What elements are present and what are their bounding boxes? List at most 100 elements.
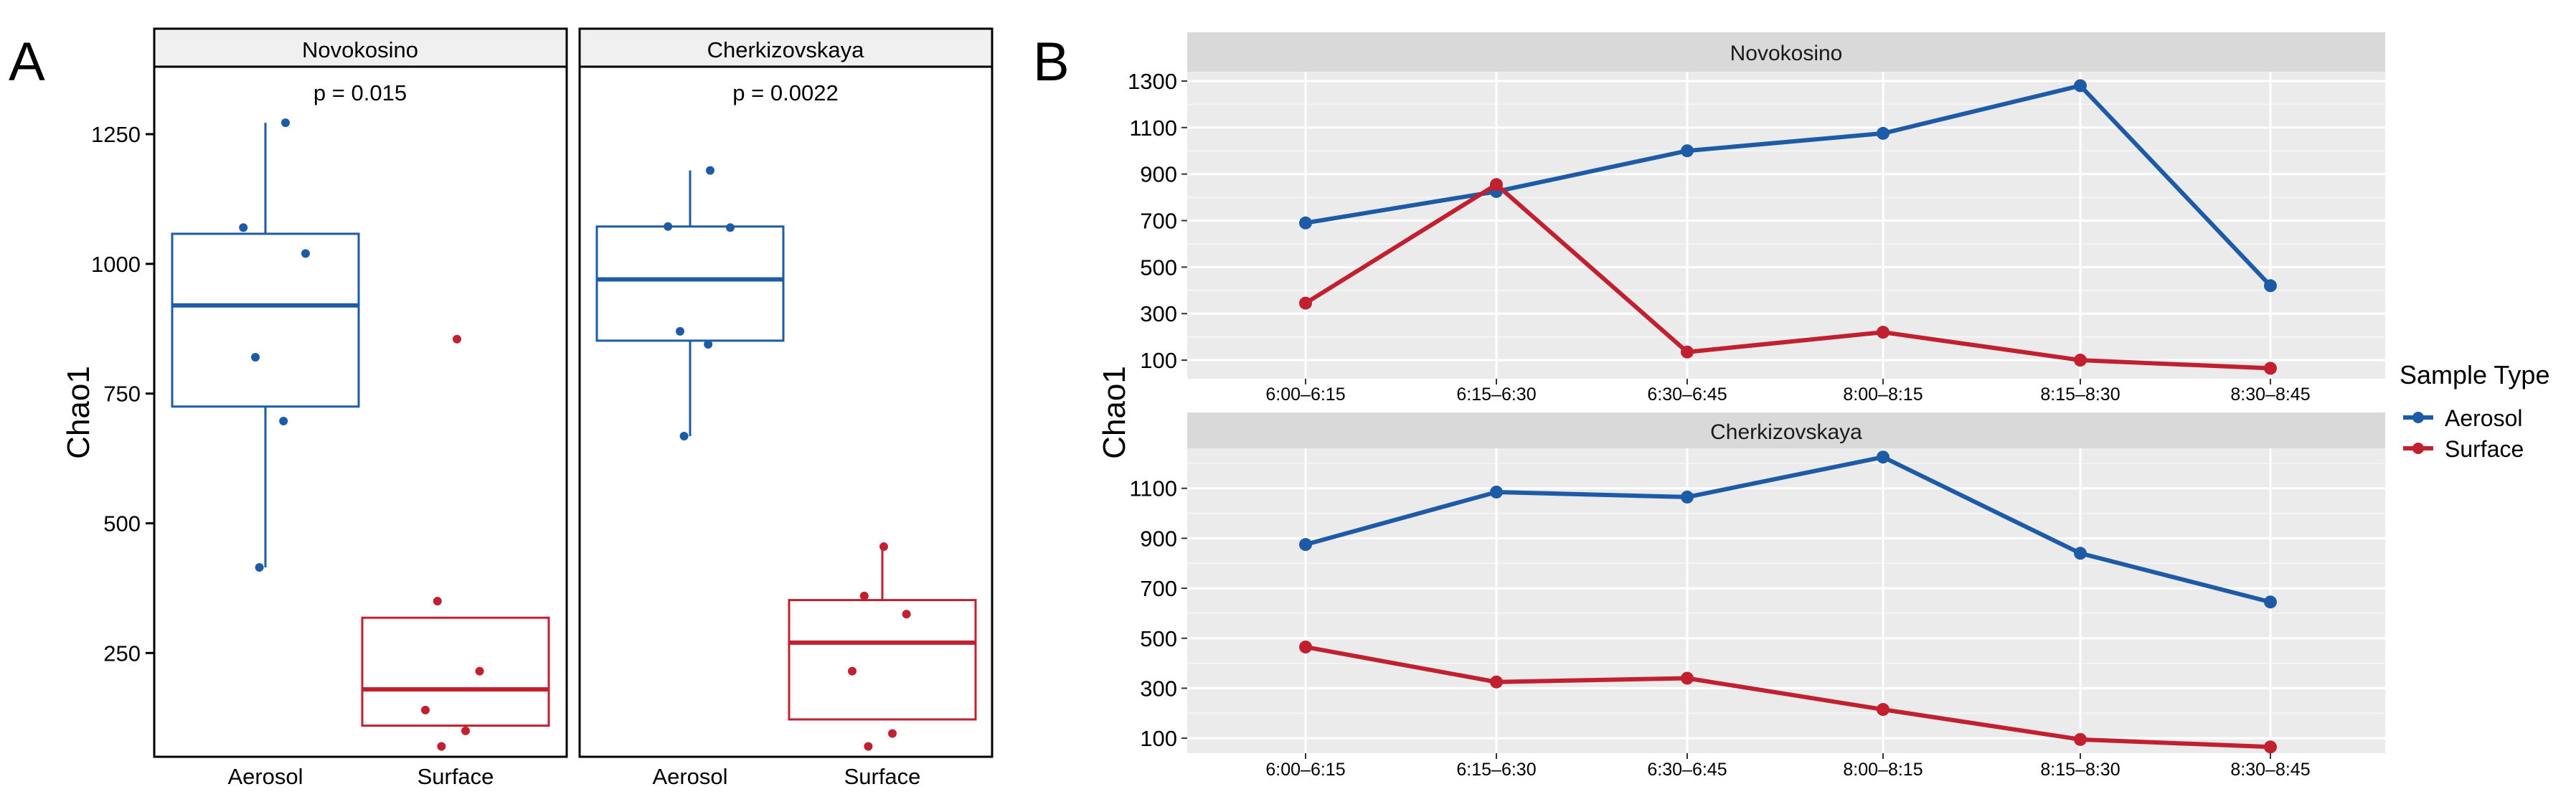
y-tick-label: 900 [1140,526,1177,551]
data-point [255,562,264,572]
y-tick-label: 700 [1140,209,1177,234]
facet-strip-label-cherkizovskaya: Cherkizovskaya [707,37,865,62]
data-point [676,326,684,336]
data-point [1299,296,1312,310]
legend-label-aerosol: Aerosol [2445,405,2523,431]
y-tick-label: 1250 [91,122,141,147]
x-tick-label: 8:30–8:45 [2230,760,2310,780]
series-line [1305,644,2271,750]
y-tick-label: 100 [1140,348,1177,373]
x-tick-label-aerosol: Aerosol [227,764,303,789]
data-point [1877,450,1889,464]
x-tick-label: 8:30–8:45 [2230,384,2310,405]
facet-strip-label-novokosino: Novokosino [1730,42,1843,65]
data-point [1299,538,1312,552]
y-tick-label: 1300 [1128,69,1177,94]
y-tick-label: 300 [1140,301,1177,326]
y-tick-label: 300 [1140,676,1177,701]
x-tick-label-aerosol: Aerosol [652,764,727,789]
data-point [437,742,446,751]
data-point [2074,732,2087,746]
data-point [879,542,888,552]
data-point [859,591,869,600]
panel-a-boxplot: A Chao1 250 500 750 1000 1250 Novokosino p =… [9,27,994,789]
facet-novokosino: Novokosino p = 0.015 Aerosol Surface [153,27,568,789]
facet-panel-cherkizovskaya [578,65,994,758]
boxes-novokosino [171,118,550,751]
data-point [1877,703,1889,717]
legend-key-aerosol-point [2412,412,2424,423]
data-point [1681,671,1694,685]
panel-a-y-axis: 250 500 750 1000 1250 [91,122,154,666]
x-tick-label-surface: Surface [417,764,494,789]
data-point [848,666,857,676]
p-value-cherkizovskaya: p = 0.0022 [732,80,838,105]
data-point [239,223,248,232]
x-tick-label: 6:30–6:45 [1647,384,1727,405]
panel-a-ylabel: Chao1 [61,366,96,459]
data-point [704,339,713,349]
y-tick-label: 500 [1140,255,1177,280]
data-point [475,666,484,676]
facet-strip-cherkizovskaya [1187,412,2385,448]
box-iqr [361,616,550,727]
facet-strip-label-novokosino: Novokosino [302,37,418,62]
data-point [726,223,735,232]
plot-background [1187,448,2385,753]
data-point [1877,126,1889,140]
data-point [1299,640,1312,653]
box-iqr [595,225,785,342]
facet-strip-novokosino [153,27,568,68]
series-surface [1299,178,2277,375]
facet-panel-novokosino [153,65,568,758]
y-tick-label: 500 [1140,626,1177,651]
y-tick-label: 500 [103,511,141,537]
y-tick-label: 900 [1140,162,1177,187]
data-point [2264,279,2277,293]
x-tick-label: 8:00–8:15 [1843,384,1922,405]
panel-a-letter: A [9,32,45,93]
x-tick-label: 6:00–6:15 [1265,760,1345,780]
data-point [1299,216,1312,230]
plot-background [1187,72,2385,379]
y-tick-label: 100 [1140,726,1177,751]
data-point [461,726,470,735]
legend-key-surface-point [2412,443,2424,454]
series-line [1305,83,2273,288]
data-point [281,118,290,128]
x-tick-label-surface: Surface [844,764,921,789]
facet-cherkizovskaya: Cherkizovskaya p = 0.0022 Aerosol Surfac… [578,27,994,789]
data-point [279,417,288,426]
y-tick-label: 1100 [1129,115,1177,141]
legend-label-surface: Surface [2445,436,2524,462]
series-aerosol [1299,450,2277,609]
data-point [2074,547,2087,560]
panel-b-lineplot: B Chao1 Novokosino Cherkizovskaya 100 300… [1033,32,2549,780]
series-line [1305,455,2271,605]
box-aerosol [171,118,360,572]
data-point [2074,79,2087,93]
legend-title: Sample Type [2400,360,2549,390]
data-point [453,334,461,344]
facet-strip-cherkizovskaya [578,27,994,68]
y-tick-label: 1000 [91,252,141,277]
data-point [664,222,673,231]
x-tick-label: 8:15–8:30 [2040,384,2120,405]
data-point [888,729,897,738]
x-tick-label: 6:30–6:45 [1647,760,1727,780]
data-point [2074,354,2087,367]
data-point [1490,178,1503,192]
box-surface [361,334,550,751]
p-value-novokosino: p = 0.015 [313,80,407,105]
data-point [301,249,310,258]
panel-b-ylabel: Chao1 [1097,366,1132,459]
data-point [1681,144,1694,158]
data-point [706,166,714,175]
x-tick-label: 8:15–8:30 [2040,760,2120,780]
box-aerosol [595,166,785,440]
y-tick-label: 750 [103,382,141,407]
legend: Sample Type Aerosol Surface [2400,360,2549,462]
y-tick-label: 250 [103,641,141,666]
series-line [1304,182,2271,371]
